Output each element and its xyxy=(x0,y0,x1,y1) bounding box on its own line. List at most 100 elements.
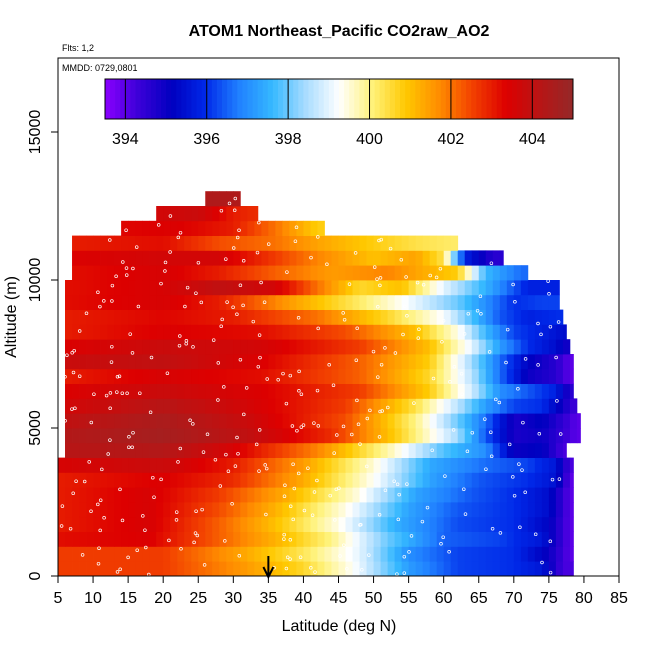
heatmap-cell xyxy=(373,280,381,296)
heatmap-cell xyxy=(408,398,417,414)
heatmap-cell xyxy=(394,398,403,414)
heatmap-cell xyxy=(275,235,283,251)
heatmap-cell xyxy=(156,457,164,473)
sample-point xyxy=(177,343,182,348)
sample-point xyxy=(513,300,517,304)
heatmap-cell xyxy=(184,383,192,399)
heatmap-cell xyxy=(394,368,403,384)
sample-point xyxy=(405,482,409,486)
heatmap-cell xyxy=(422,561,431,577)
sample-point xyxy=(258,355,262,360)
heatmap-cell xyxy=(107,309,115,325)
heatmap-cell xyxy=(205,413,213,429)
heatmap-cell xyxy=(149,516,157,532)
heatmap-cell xyxy=(499,531,508,547)
sample-point xyxy=(378,283,382,288)
heatmap-cell xyxy=(506,280,515,296)
heatmap-cell xyxy=(366,428,374,444)
heatmap-cell xyxy=(247,413,255,429)
heatmap-cell xyxy=(373,250,381,266)
heatmap-cell xyxy=(212,265,220,281)
heatmap-cell xyxy=(86,398,94,414)
heatmap-cell xyxy=(170,502,178,518)
heatmap-cell xyxy=(359,309,367,325)
heatmap-cell xyxy=(436,516,445,532)
heatmap-cell xyxy=(163,324,171,340)
heatmap-cell xyxy=(436,502,445,518)
heatmap-cell xyxy=(520,339,529,355)
sample-point xyxy=(465,449,470,454)
sample-point xyxy=(227,201,232,206)
heatmap-cell xyxy=(478,531,487,547)
heatmap-cell xyxy=(387,368,395,384)
heatmap-cell xyxy=(457,531,466,547)
heatmap-cell xyxy=(464,398,473,414)
heatmap-cell xyxy=(289,516,297,532)
heatmap-cell xyxy=(212,309,220,325)
heatmap-cell xyxy=(520,354,529,370)
heatmap-cell xyxy=(338,442,346,458)
heatmap-cell xyxy=(520,531,529,547)
sample-point xyxy=(124,228,128,232)
heatmap-cell xyxy=(303,561,311,577)
heatmap-cell xyxy=(289,442,297,458)
heatmap-cell xyxy=(387,294,395,310)
heatmap-cell xyxy=(163,516,171,532)
heatmap-cell xyxy=(548,531,557,547)
heatmap-cell xyxy=(107,294,115,310)
heatmap-cell xyxy=(198,502,206,518)
sample-points xyxy=(59,196,563,577)
colorbar-segment xyxy=(405,79,411,119)
heatmap-cell xyxy=(415,280,424,296)
sample-point xyxy=(231,305,235,310)
sample-point xyxy=(310,513,315,517)
heatmap-cell xyxy=(457,265,466,281)
heatmap-cell xyxy=(310,280,318,296)
heatmap-cell xyxy=(135,354,143,370)
heatmap-cell xyxy=(562,324,567,340)
heatmap-cell xyxy=(184,324,192,340)
heatmap-cell xyxy=(555,280,560,296)
heatmap-cell xyxy=(373,472,381,488)
heatmap-cell xyxy=(548,309,557,325)
heatmap-cell xyxy=(527,383,536,399)
heatmap-cell xyxy=(163,561,171,577)
heatmap-cell xyxy=(128,561,136,577)
heatmap-cell xyxy=(513,265,522,281)
heatmap-cell xyxy=(359,487,367,503)
heatmap-cell xyxy=(275,428,283,444)
sample-point xyxy=(556,320,561,324)
heatmap-cell xyxy=(135,235,143,251)
heatmap-cell xyxy=(128,546,136,562)
heatmap-cell xyxy=(135,368,143,384)
heatmap-cell xyxy=(72,457,80,473)
colorbar-segment xyxy=(339,79,345,119)
heatmap-cell xyxy=(149,294,157,310)
heatmap-cell xyxy=(569,457,574,473)
heatmap-cell xyxy=(380,531,388,547)
colorbar-segment xyxy=(150,79,157,119)
heatmap-cell xyxy=(422,428,431,444)
heatmap-cell xyxy=(569,502,574,518)
heatmap-cell xyxy=(177,428,185,444)
heatmap-cell xyxy=(331,502,339,518)
heatmap-cell xyxy=(107,265,115,281)
heatmap-cell xyxy=(506,457,515,473)
colorbar-segment xyxy=(110,79,116,119)
heatmap-cell xyxy=(443,265,452,281)
heatmap-cell xyxy=(268,324,276,340)
heatmap-cell xyxy=(478,561,487,577)
heatmap-cell xyxy=(534,546,543,562)
heatmap-cell xyxy=(289,487,297,503)
heatmap-cell xyxy=(240,398,248,414)
heatmap-cell xyxy=(149,250,157,266)
sample-point xyxy=(475,308,480,313)
heatmap-cell xyxy=(373,324,381,340)
heatmap-cell xyxy=(65,413,73,429)
heatmap-cell xyxy=(331,383,339,399)
heatmap-cell xyxy=(401,324,410,340)
sample-point xyxy=(89,509,93,514)
x-tick-label: 30 xyxy=(224,590,242,607)
heatmap-cell xyxy=(303,398,311,414)
